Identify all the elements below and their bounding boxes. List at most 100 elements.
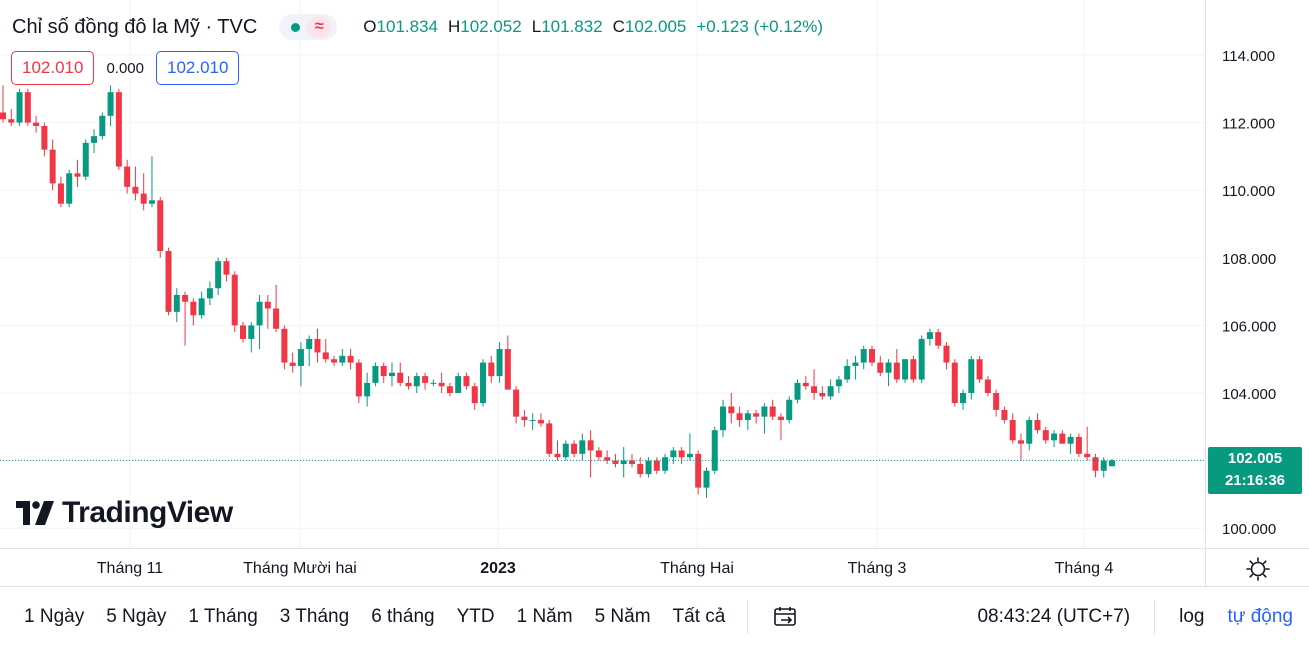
candle-body[interactable]: [297, 349, 304, 366]
candle-body[interactable]: [430, 382, 437, 384]
candle-body[interactable]: [868, 349, 875, 363]
candle-body[interactable]: [893, 362, 900, 380]
candle-body[interactable]: [728, 406, 735, 414]
candle-body[interactable]: [165, 251, 172, 312]
candle-body[interactable]: [132, 186, 139, 194]
range-6m-button[interactable]: 6 tháng: [371, 606, 435, 627]
candle-body[interactable]: [769, 406, 776, 417]
candle-body[interactable]: [148, 200, 155, 204]
candle-body[interactable]: [802, 382, 809, 387]
candle-body[interactable]: [1109, 460, 1115, 467]
candle-body[interactable]: [124, 166, 131, 187]
candle-body[interactable]: [844, 365, 851, 380]
candle-body[interactable]: [521, 416, 528, 421]
candle-body[interactable]: [777, 416, 784, 421]
candle-body[interactable]: [140, 193, 147, 204]
range-1d-button[interactable]: 1 Ngày: [24, 606, 85, 627]
candle-body[interactable]: [380, 365, 387, 377]
candle-body[interactable]: [587, 440, 594, 451]
price-chart[interactable]: 114.000 112.000 110.000 108.000 106.000 104.0…: [0, 0, 1309, 586]
candle-body[interactable]: [182, 294, 189, 302]
candle-body[interactable]: [811, 386, 818, 393]
sell-price-button[interactable]: 102.010: [11, 51, 95, 85]
candle-body[interactable]: [0, 112, 6, 120]
candle-body[interactable]: [405, 382, 412, 387]
candle-body[interactable]: [926, 332, 933, 339]
candle-body[interactable]: [902, 359, 909, 380]
candle-body[interactable]: [885, 362, 892, 373]
candle-body[interactable]: [786, 399, 793, 421]
candle-body[interactable]: [397, 372, 404, 383]
buy-price-button[interactable]: 102.010: [156, 51, 240, 85]
candle-body[interactable]: [819, 393, 826, 397]
candle-body[interactable]: [1092, 457, 1099, 471]
candle-body[interactable]: [471, 386, 478, 404]
candle-body[interactable]: [422, 376, 429, 383]
candle-body[interactable]: [827, 386, 834, 397]
candle-body[interactable]: [662, 457, 669, 471]
candle-body[interactable]: [529, 420, 536, 422]
candle-body[interactable]: [413, 376, 420, 387]
range-all-button[interactable]: Tất cả: [672, 606, 726, 627]
candle-body[interactable]: [322, 352, 329, 360]
candle-body[interactable]: [910, 359, 917, 380]
range-5y-button[interactable]: 5 Năm: [594, 606, 651, 627]
candle-body[interactable]: [1042, 430, 1049, 441]
candle-body[interactable]: [364, 382, 371, 397]
candle-body[interactable]: [388, 372, 395, 377]
candle-body[interactable]: [1084, 453, 1091, 458]
candle-body[interactable]: [504, 349, 511, 390]
candle-body[interactable]: [951, 362, 958, 404]
candle-body[interactable]: [107, 92, 114, 116]
candle-body[interactable]: [628, 460, 635, 464]
candle-body[interactable]: [1026, 420, 1033, 444]
range-1m-button[interactable]: 1 Tháng: [188, 606, 258, 627]
candle-body[interactable]: [860, 349, 867, 363]
candle-body[interactable]: [372, 365, 379, 383]
candle-body[interactable]: [571, 443, 578, 454]
candle-body[interactable]: [66, 173, 73, 204]
candle-body[interactable]: [562, 443, 569, 458]
candle-body[interactable]: [554, 453, 561, 458]
candle-body[interactable]: [339, 355, 346, 363]
candle-body[interactable]: [753, 413, 760, 417]
candle-body[interactable]: [1100, 460, 1107, 471]
candle-body[interactable]: [546, 423, 553, 454]
candle-body[interactable]: [256, 301, 263, 326]
candle-body[interactable]: [264, 301, 271, 309]
candle-body[interactable]: [1001, 409, 1008, 421]
candle-body[interactable]: [579, 440, 586, 454]
range-1y-button[interactable]: 1 Năm: [516, 606, 573, 627]
candle-body[interactable]: [223, 261, 230, 275]
candle-body[interactable]: [1017, 440, 1024, 444]
candle-body[interactable]: [711, 430, 718, 471]
candle-body[interactable]: [877, 362, 884, 373]
market-status-pill[interactable]: ≈: [279, 14, 338, 40]
candle-body[interactable]: [537, 420, 544, 424]
candle-body[interactable]: [686, 453, 693, 458]
candle-body[interactable]: [703, 470, 710, 488]
candle-body[interactable]: [331, 359, 338, 363]
candle-body[interactable]: [720, 406, 727, 431]
candle-body[interactable]: [761, 406, 768, 417]
candle-body[interactable]: [496, 349, 503, 377]
candle-body[interactable]: [347, 355, 354, 363]
candle-body[interactable]: [82, 142, 89, 177]
candle-body[interactable]: [314, 338, 321, 353]
candle-body[interactable]: [281, 328, 288, 363]
candle-body[interactable]: [248, 325, 255, 339]
candle-body[interactable]: [935, 332, 942, 346]
candle-body[interactable]: [231, 274, 238, 326]
candle-body[interactable]: [513, 389, 520, 417]
candle-body[interactable]: [695, 453, 702, 488]
settings-gear-icon[interactable]: [1245, 556, 1271, 582]
candle-body[interactable]: [206, 288, 213, 299]
candle-body[interactable]: [968, 359, 975, 393]
candle-body[interactable]: [960, 393, 967, 404]
candle-body[interactable]: [984, 379, 991, 393]
candle-body[interactable]: [744, 413, 751, 421]
candle-body[interactable]: [1059, 433, 1066, 444]
candle-body[interactable]: [943, 345, 950, 363]
candle-body[interactable]: [463, 376, 470, 387]
log-scale-toggle[interactable]: log: [1179, 606, 1205, 627]
